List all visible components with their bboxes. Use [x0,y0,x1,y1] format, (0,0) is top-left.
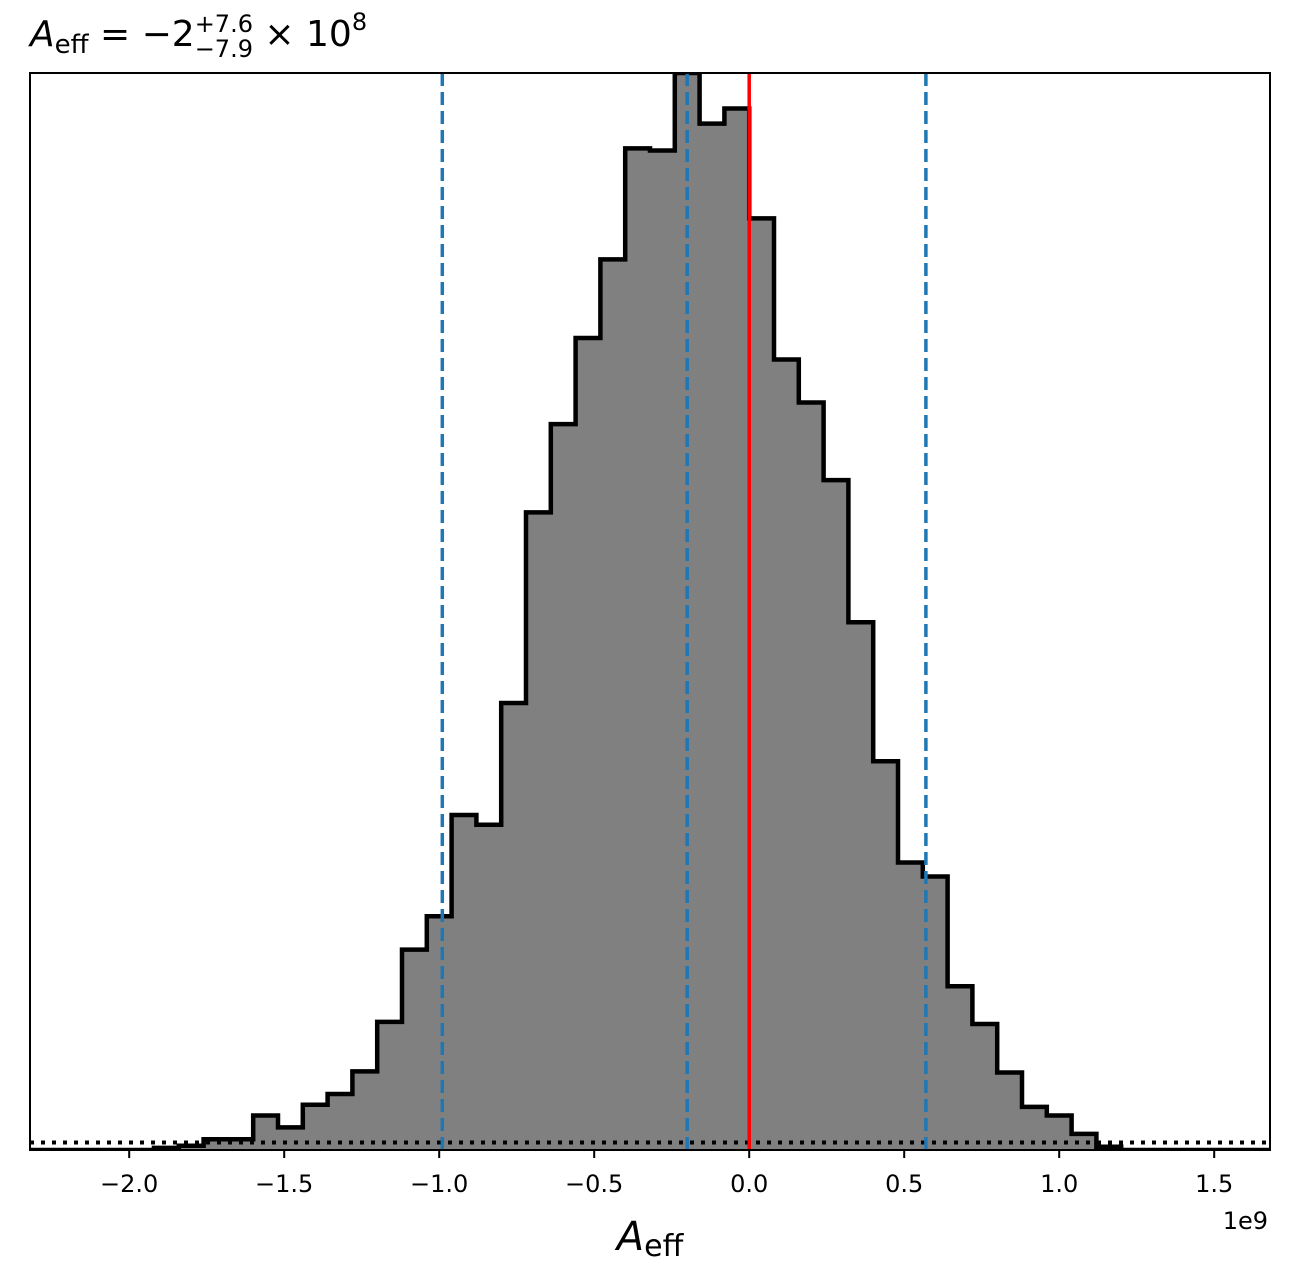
histogram-bar [550,424,577,1150]
histogram-bar [402,949,428,1150]
histogram-bar [377,1021,403,1150]
title-symbol: A [28,14,55,55]
histogram-bar [898,862,924,1150]
title-upper-error: +7.6 [195,10,253,38]
histogram-bar [501,703,527,1150]
title-exponent: 8 [352,8,367,36]
x-axis-label-sub: eff [644,1229,684,1264]
x-tick-label: −1.0 [410,1170,468,1198]
axes-frame [29,72,1271,1151]
histogram-bar [278,1127,304,1150]
histogram-bar [1046,1115,1073,1150]
histogram-bar [625,148,651,1150]
x-axis-label-symbol: A [614,1214,644,1260]
title-lower-error: −7.9 [195,35,253,63]
x-offset-label: 1e9 [1223,1207,1268,1235]
histogram-bar [947,986,973,1150]
histogram-bar [823,480,849,1150]
histogram-bar [575,337,601,1150]
histogram-bar [749,218,775,1150]
histogram-bar [724,108,750,1150]
histogram-bar [1071,1133,1097,1150]
x-axis-label: Aeff [614,1214,685,1264]
histogram-bar [650,150,676,1150]
histogram-bar [253,1115,279,1150]
x-tick-label: 1.0 [1040,1170,1078,1198]
histogram-outline [30,73,1270,1150]
histogram-bar [972,1023,998,1150]
histogram-bar [699,123,725,1150]
chart-title: Aeff = −2+7.6 −7.9 × 108 [28,8,367,63]
histogram-bar [600,259,626,1150]
title-value: = −2 [89,14,195,55]
x-tick-label: 0.0 [730,1170,768,1198]
x-tick-label: 0.5 [885,1170,923,1198]
plot-area [30,73,1270,1150]
histogram-bar [873,761,899,1150]
histogram-bar [228,1139,254,1150]
histogram-bar [798,402,825,1150]
histogram-bar [476,824,502,1150]
histogram-bar [526,512,552,1150]
histogram-bar [451,815,477,1150]
histogram-bar [352,1071,378,1150]
histogram-bar [426,916,453,1150]
x-tick-label: −1.5 [255,1170,313,1198]
title-multiplier: × 10 [253,14,352,55]
histogram-bar [997,1072,1023,1150]
x-axis-ticks: −2.0 −1.5 −1.0 −0.5 0.0 0.5 1.0 1.5 [100,1150,1233,1198]
histogram-bar [203,1139,229,1150]
x-tick-label: 1.5 [1195,1170,1233,1198]
x-tick-label: −2.0 [100,1170,158,1198]
title-symbol-sub: eff [55,30,90,60]
histogram-bar [848,622,874,1150]
histogram-bar [774,359,800,1150]
x-tick-label: −0.5 [565,1170,623,1198]
